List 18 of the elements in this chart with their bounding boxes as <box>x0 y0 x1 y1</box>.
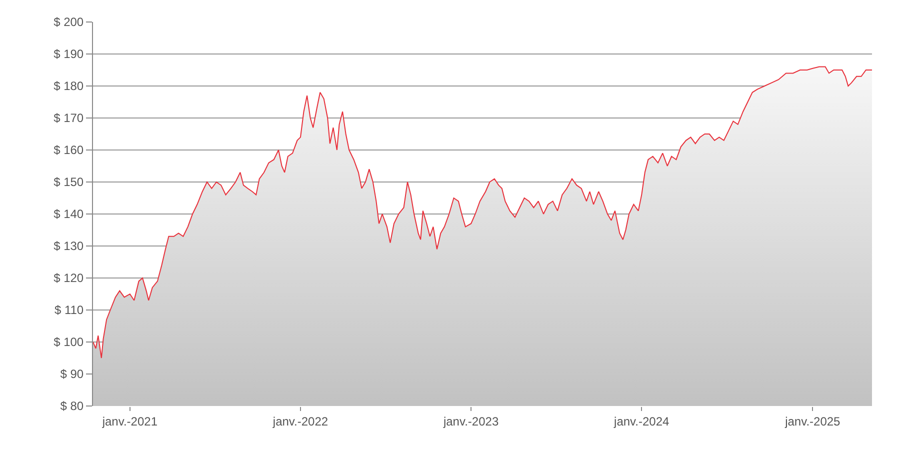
y-tick-label: $ 130 <box>54 239 84 254</box>
x-tick-label: janv.-2022 <box>272 414 328 428</box>
x-tick-label: janv.-2025 <box>784 414 841 428</box>
y-tick-label: $ 110 <box>54 303 84 318</box>
y-tick-label: $ 90 <box>60 367 84 382</box>
y-tick-label: $ 150 <box>54 175 84 190</box>
y-tick-label: $ 80 <box>60 399 84 414</box>
y-tick-label: $ 120 <box>54 271 84 286</box>
y-tick-label: $ 140 <box>54 207 84 222</box>
y-tick-label: $ 160 <box>54 143 84 158</box>
x-tick-label: janv.-2024 <box>613 414 670 428</box>
y-tick-label: $ 200 <box>54 15 84 30</box>
y-tick-label: $ 180 <box>54 79 84 94</box>
x-tick-label: janv.-2023 <box>442 414 499 428</box>
x-tick-label: janv.-2021 <box>101 414 158 428</box>
y-tick-label: $ 170 <box>54 111 84 126</box>
y-tick-label: $ 100 <box>54 335 84 350</box>
y-tick-label: $ 190 <box>54 47 84 62</box>
